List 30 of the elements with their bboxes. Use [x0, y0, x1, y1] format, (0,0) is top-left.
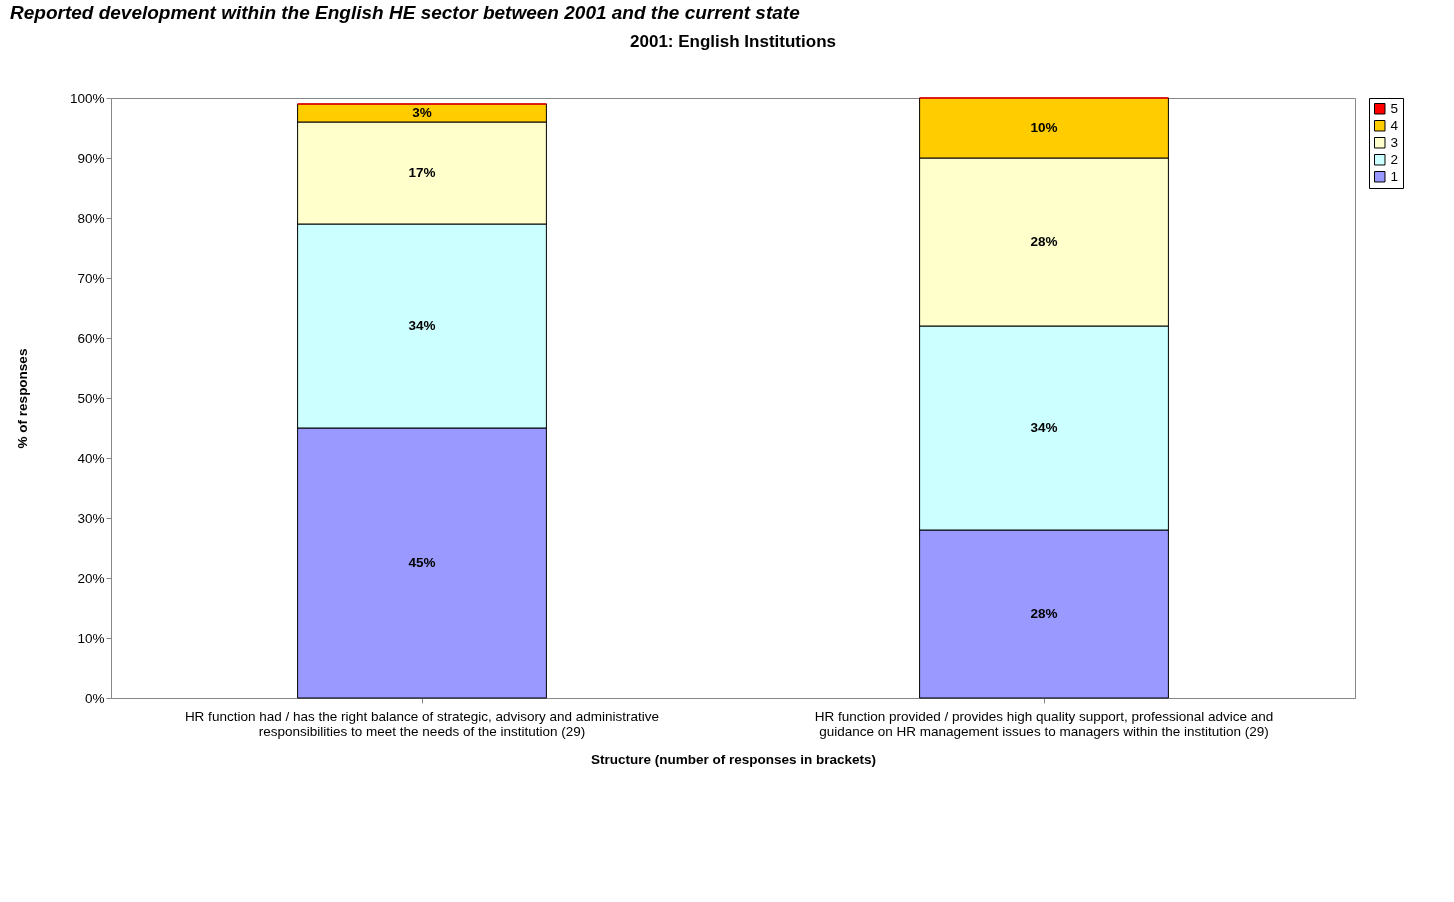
y-tick-label: 0% [84, 690, 105, 706]
x-tick-label: HR function provided / provides high quality support, professional advice and guidance on HR management issues to managers within the institution (29) [814, 708, 1274, 739]
y-tick-label: 80% [77, 210, 105, 226]
data-label: 34% [408, 318, 436, 333]
data-label: 28% [1030, 234, 1058, 249]
y-tick-label: 100% [69, 90, 105, 106]
x-axis-title: Structure (number of responses in brackets) [590, 751, 877, 767]
text: Reported development within the English HE sector between 2001 and the current state [9, 1, 801, 25]
data-label: 3% [412, 105, 432, 120]
y-tick-label: 50% [77, 390, 105, 406]
legend-label: 1 [1390, 168, 1399, 184]
y-tick-label: 20% [77, 570, 105, 586]
y-axis-title: % of responses [14, 348, 30, 449]
y-tick-label: 60% [77, 330, 105, 346]
data-label: 45% [408, 555, 436, 570]
legend-label: 3 [1390, 134, 1399, 150]
data-label: 34% [1030, 420, 1058, 435]
data-label: 17% [408, 165, 436, 180]
data-label: 28% [1030, 606, 1058, 621]
data-label: 10% [1030, 120, 1058, 135]
y-tick-label: 30% [77, 510, 105, 526]
y-tick-label: 70% [77, 270, 105, 286]
y-tick-label: 10% [77, 630, 105, 646]
legend-label: 4 [1390, 117, 1399, 133]
legend-label: 2 [1390, 151, 1399, 167]
chart-title: 2001: English Institutions [630, 32, 836, 51]
y-tick-label: 90% [77, 150, 105, 166]
legend-label: 5 [1390, 100, 1399, 116]
x-tick-label: HR function had / has the right balance of strategic, advisory and administrative responsibilities to meet the needs of the institution (29) [184, 708, 660, 739]
y-tick-label: 40% [77, 450, 105, 466]
